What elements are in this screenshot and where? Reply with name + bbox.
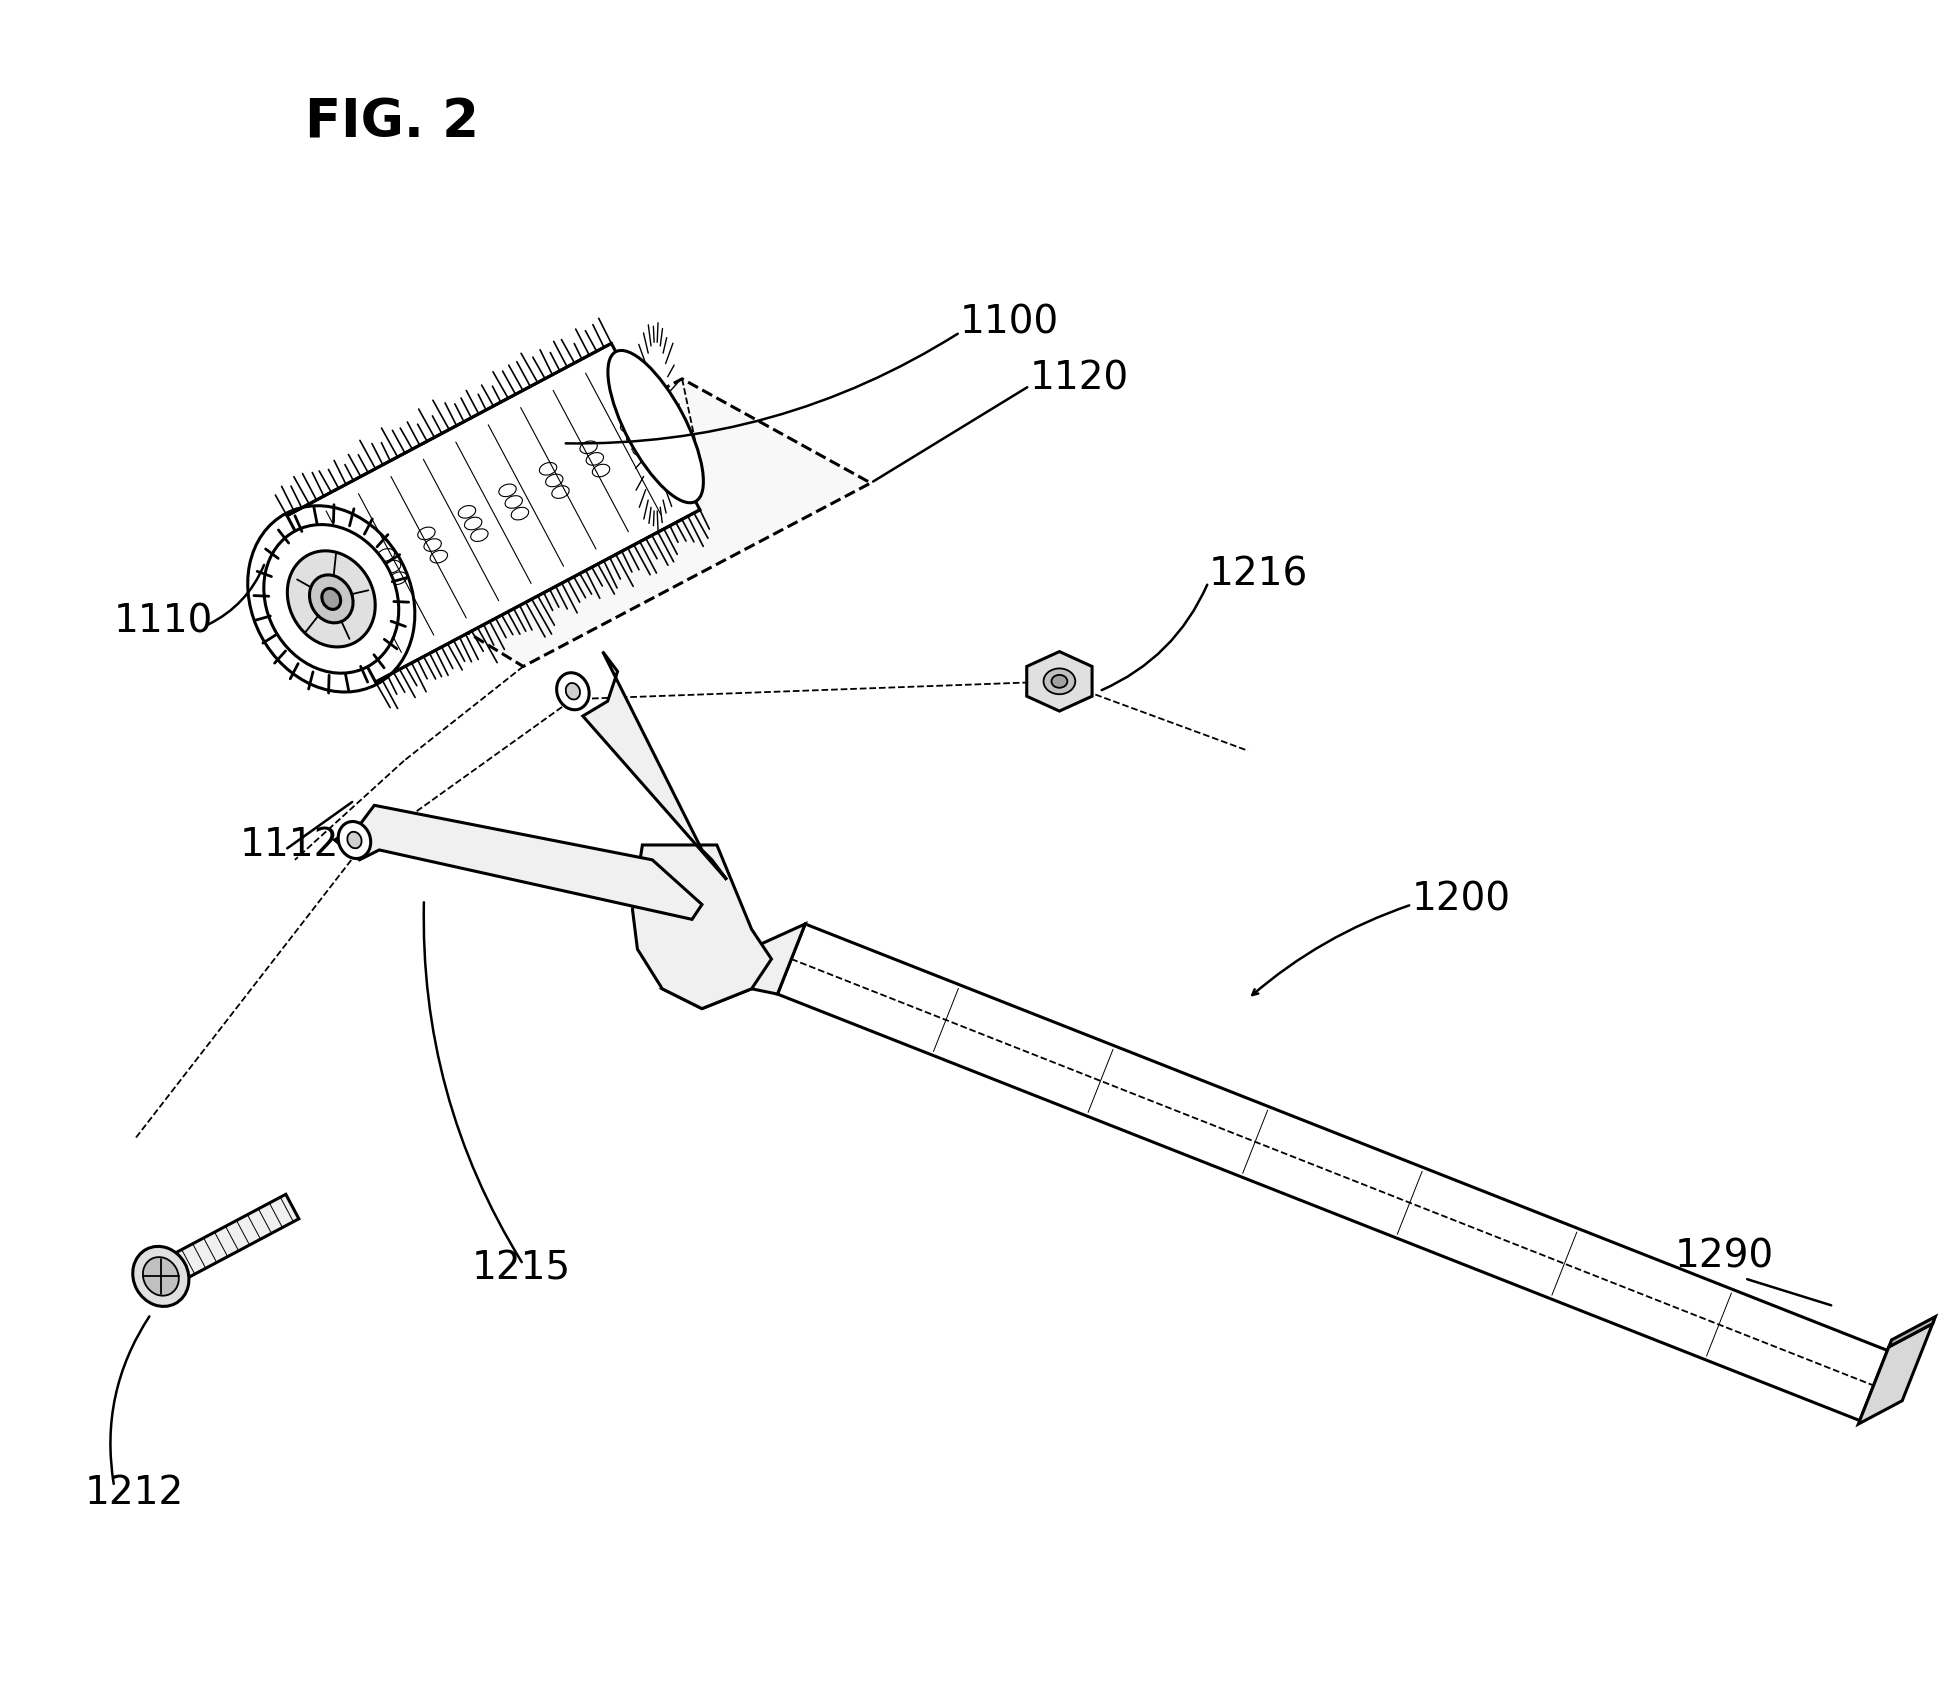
Text: 1112: 1112 (240, 825, 338, 864)
Ellipse shape (348, 832, 361, 849)
Text: 1216: 1216 (1209, 556, 1309, 593)
Polygon shape (777, 925, 1887, 1421)
Ellipse shape (566, 684, 580, 699)
Ellipse shape (557, 672, 590, 709)
Polygon shape (176, 1194, 299, 1276)
Text: 1110: 1110 (113, 603, 213, 642)
Ellipse shape (607, 350, 703, 504)
Ellipse shape (133, 1246, 189, 1307)
Polygon shape (633, 845, 771, 1009)
Ellipse shape (1051, 675, 1068, 687)
Text: 1200: 1200 (1412, 881, 1512, 918)
Ellipse shape (309, 574, 353, 623)
Polygon shape (287, 344, 699, 682)
Ellipse shape (338, 822, 371, 859)
Polygon shape (1889, 1317, 1935, 1347)
Text: 1215: 1215 (471, 1250, 570, 1288)
Ellipse shape (143, 1256, 180, 1295)
Polygon shape (334, 805, 701, 919)
Text: 1100: 1100 (961, 303, 1059, 342)
Text: 1290: 1290 (1676, 1238, 1773, 1275)
Polygon shape (662, 925, 805, 1009)
Polygon shape (344, 379, 871, 667)
Polygon shape (1859, 1324, 1933, 1425)
Text: 1120: 1120 (1029, 360, 1129, 397)
Ellipse shape (1043, 669, 1076, 694)
Polygon shape (582, 652, 727, 879)
Polygon shape (1027, 652, 1092, 711)
Ellipse shape (287, 551, 375, 647)
Text: FIG. 2: FIG. 2 (305, 96, 478, 148)
Ellipse shape (264, 525, 398, 674)
Text: 1212: 1212 (84, 1474, 184, 1512)
Ellipse shape (322, 588, 340, 610)
